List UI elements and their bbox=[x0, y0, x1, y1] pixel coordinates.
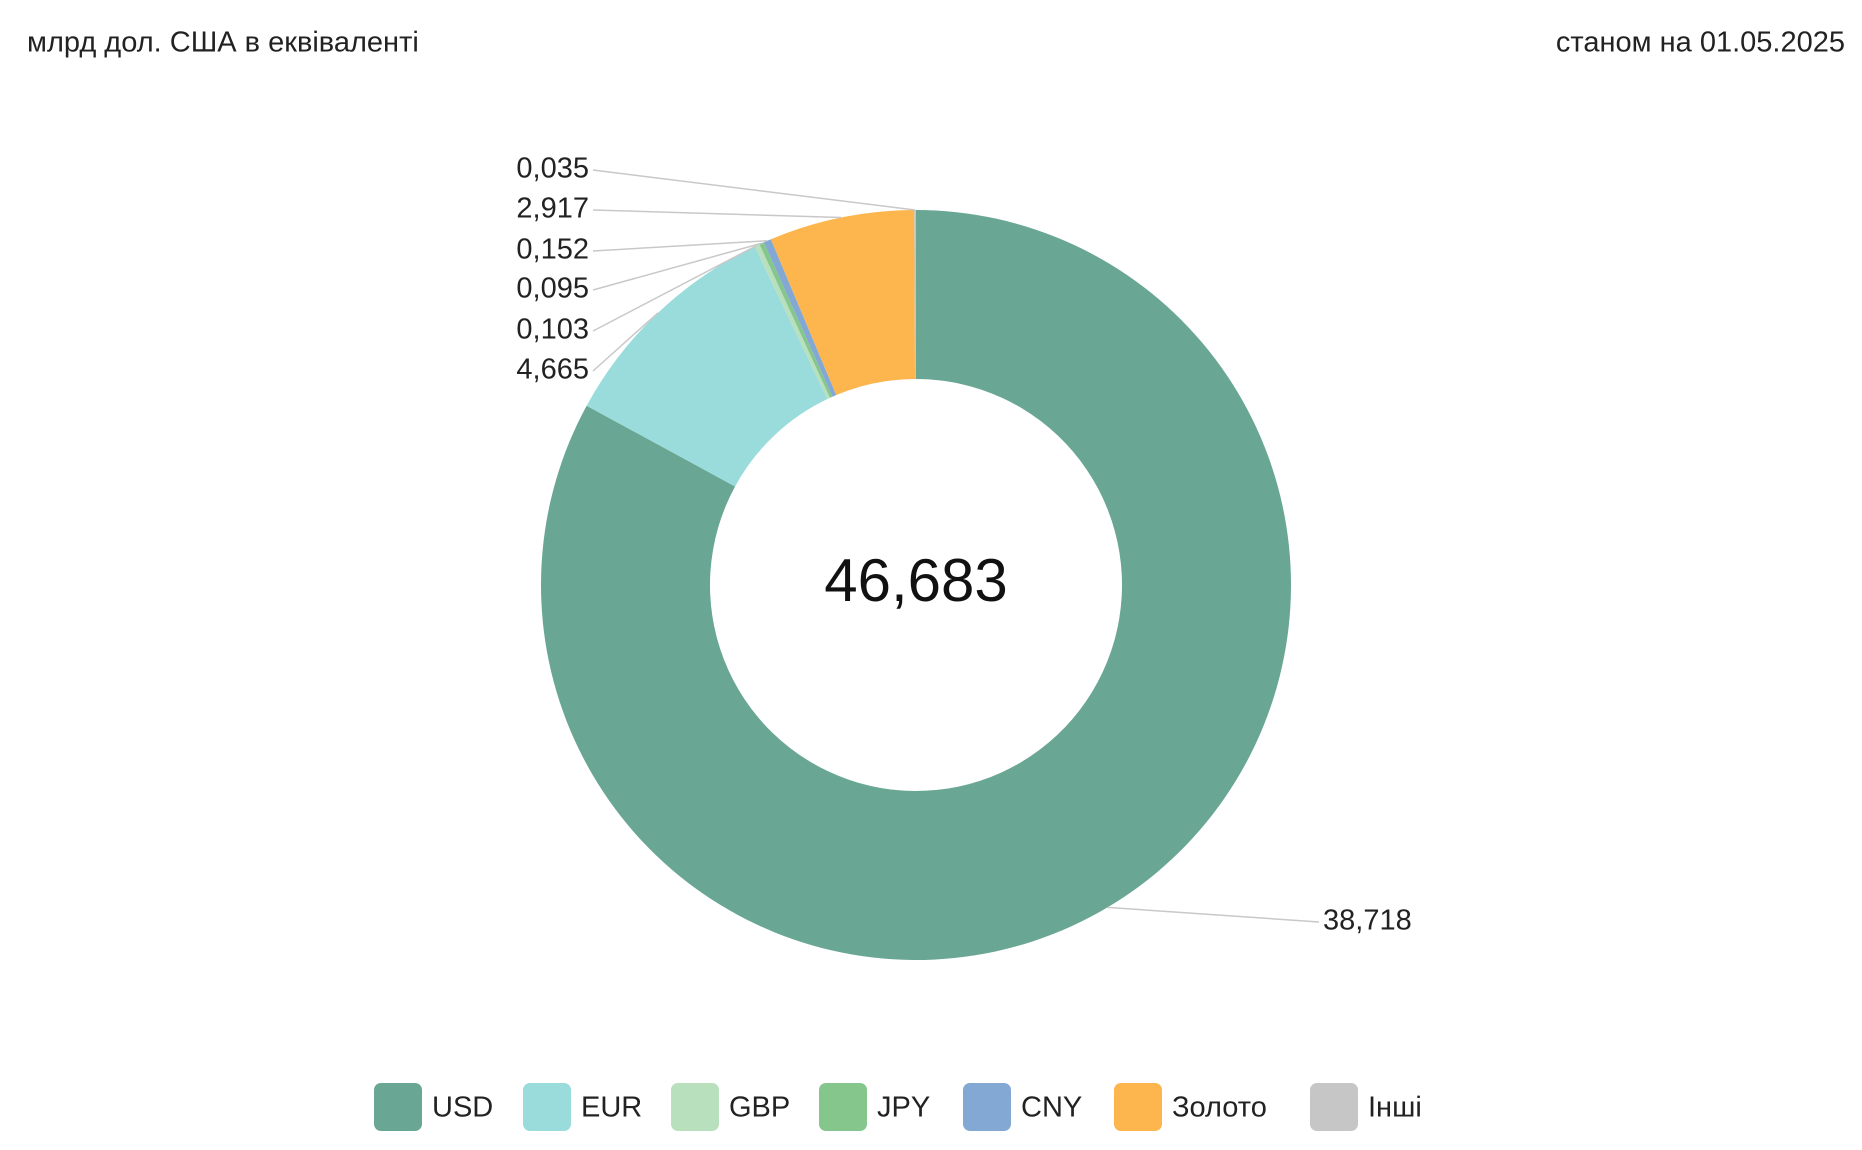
leader-line bbox=[1107, 906, 1320, 923]
legend-swatch bbox=[1310, 1083, 1358, 1131]
legend-label: JPY bbox=[877, 1092, 930, 1124]
data-label: 0,095 bbox=[516, 273, 589, 305]
data-label: 4,665 bbox=[516, 354, 589, 386]
legend-label: USD bbox=[432, 1092, 493, 1124]
donut-slice bbox=[763, 239, 837, 397]
leader-line bbox=[592, 312, 659, 372]
data-label: 0,103 bbox=[516, 314, 589, 346]
leader-line bbox=[592, 242, 762, 291]
donut-slice bbox=[759, 242, 833, 398]
data-label: 2,917 bbox=[516, 193, 589, 225]
legend-swatch bbox=[523, 1083, 571, 1131]
legend-label: CNY bbox=[1021, 1092, 1082, 1124]
legend-swatch bbox=[819, 1083, 867, 1131]
legend-swatch bbox=[1114, 1083, 1162, 1131]
legend-swatch bbox=[374, 1083, 422, 1131]
legend-label: EUR bbox=[581, 1092, 642, 1124]
total-label: 46,683 bbox=[824, 547, 1008, 614]
leader-line bbox=[592, 244, 758, 332]
legend-label: Золото bbox=[1172, 1092, 1267, 1124]
donut-slice bbox=[770, 210, 916, 396]
donut-slice bbox=[541, 210, 1291, 960]
legend-label: GBP bbox=[729, 1092, 790, 1124]
leader-line bbox=[592, 209, 842, 219]
data-label: 0,152 bbox=[516, 234, 589, 266]
donut-slice bbox=[754, 244, 831, 400]
data-label: 0,035 bbox=[516, 153, 589, 185]
date-note: станом на 01.05.2025 bbox=[1556, 27, 1845, 59]
leader-line bbox=[592, 239, 768, 252]
donut-slice bbox=[586, 246, 828, 487]
donut-slice bbox=[914, 210, 916, 380]
legend-swatch bbox=[671, 1083, 719, 1131]
subtitle: млрд дол. США в еквіваленті bbox=[27, 27, 419, 59]
legend-label: Інші bbox=[1368, 1092, 1422, 1124]
leader-line bbox=[592, 169, 916, 211]
data-label: 38,718 bbox=[1323, 905, 1412, 937]
legend-swatch bbox=[963, 1083, 1011, 1131]
